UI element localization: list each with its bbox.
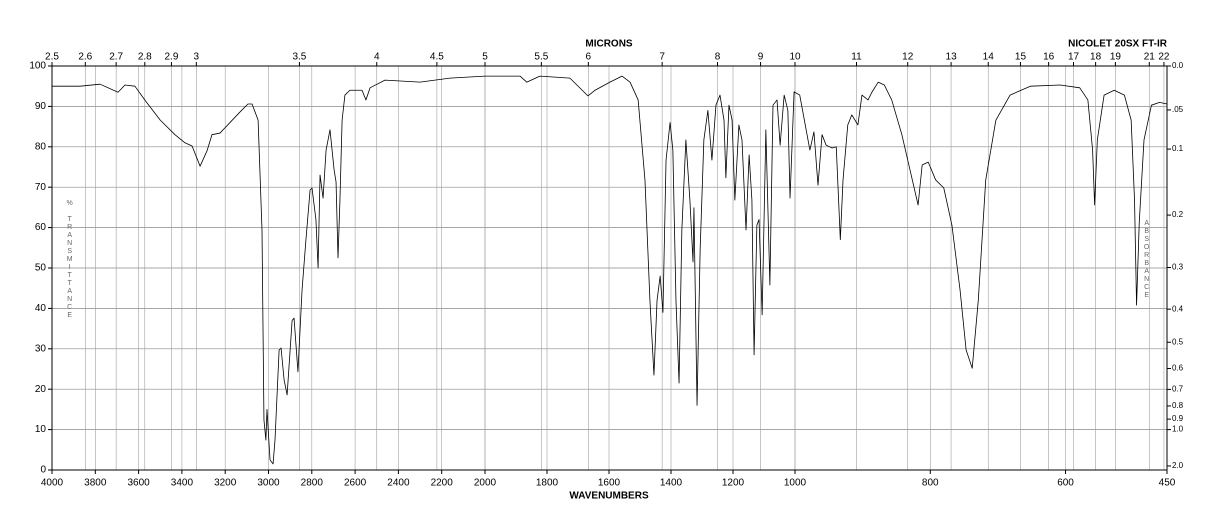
x2-tick-label: 18 [1090, 52, 1102, 63]
y-tick-label: 60 [35, 222, 47, 233]
x2-tick-label: 16 [1043, 52, 1055, 63]
x2-tick-label: 4.5 [430, 52, 444, 63]
y-tick-label: 40 [35, 303, 47, 314]
y2-tick-label: 0.5 [1172, 337, 1184, 346]
x2-tick-label: 17 [1068, 52, 1080, 63]
chart-title: NICOLET 20SX FT-IR [1068, 39, 1168, 50]
y-tick-label: 20 [35, 384, 47, 395]
x-tick-label: 1200 [722, 478, 745, 489]
x2-tick-label: 5.5 [534, 52, 548, 63]
y2-tick-label: .05 [1172, 105, 1184, 114]
y2-tick-label: 0.4 [1172, 304, 1184, 313]
y-axis-label: % TRANSMITTANCE [66, 200, 73, 320]
y2-tick-label: 0.8 [1172, 401, 1184, 410]
x-tick-label: 3000 [257, 478, 280, 489]
x2-tick-label: 2.5 [45, 52, 59, 63]
y2-tick-label: 0.0 [1172, 61, 1184, 70]
x2-tick-label: 2.6 [78, 52, 92, 63]
x-tick-label: 800 [922, 478, 939, 489]
x-tick-label: 4000 [41, 478, 64, 489]
x-tick-label: 3600 [127, 478, 150, 489]
y2-axis-label: ABSORBANCE [1143, 220, 1150, 300]
x-tick-label: 1600 [598, 478, 621, 489]
x-tick-label: 2800 [301, 478, 324, 489]
x2-tick-label: 2.8 [138, 52, 152, 63]
x2-tick-label: 2.7 [109, 52, 123, 63]
y2-tick-label: 0.7 [1172, 385, 1184, 394]
y2-tick-label: 0.9 [1172, 414, 1184, 423]
x2-tick-label: 6 [586, 52, 592, 63]
y2-tick-label: 2.0 [1172, 461, 1184, 470]
y-tick-label: 30 [35, 343, 47, 354]
x2-tick-label: 14 [983, 52, 995, 63]
x-tick-label: 2200 [431, 478, 454, 489]
x-tick-label: 600 [1057, 478, 1074, 489]
y2-tick-label: 0.1 [1172, 144, 1184, 153]
x-tick-label: 3800 [84, 478, 107, 489]
y2-tick-label: 0.3 [1172, 263, 1184, 272]
x2-tick-label: 13 [946, 52, 958, 63]
x2-tick-label: 4 [374, 52, 380, 63]
x-tick-label: 2000 [474, 478, 497, 489]
x-tick-label: 450 [1159, 478, 1176, 489]
y-tick-label: 70 [35, 182, 47, 193]
x2-tick-label: 5 [482, 52, 488, 63]
x2-tick-label: 3.5 [292, 52, 306, 63]
x2-tick-label: 19 [1110, 52, 1122, 63]
x2-axis-label: MICRONS [585, 39, 633, 50]
x2-tick-label: 2.9 [164, 52, 178, 63]
x2-tick-label: 12 [902, 52, 914, 63]
y-tick-label: 10 [35, 424, 47, 435]
x-tick-label: 3400 [171, 478, 194, 489]
y-tick-label: 80 [35, 141, 47, 152]
x-tick-label: 2400 [387, 478, 410, 489]
plot-frame [51, 65, 1168, 471]
y-tick-label: 0 [40, 465, 46, 476]
y-tick-label: 90 [35, 101, 47, 112]
y-tick-label: 50 [35, 263, 47, 274]
x-tick-label: 3200 [214, 478, 237, 489]
y-tick-label: 100 [29, 61, 46, 72]
y2-tick-label: 0.2 [1172, 210, 1184, 219]
x-axis-label: WAVENUMBERS [569, 491, 649, 502]
x2-tick-label: 9 [758, 52, 764, 63]
x-tick-label: 2600 [344, 478, 367, 489]
x2-tick-label: 15 [1015, 52, 1027, 63]
x-tick-label: 1400 [660, 478, 683, 489]
y2-tick-label: 1.0 [1172, 425, 1184, 434]
x2-tick-label: 22 [1158, 52, 1170, 63]
x2-tick-label: 11 [851, 52, 862, 63]
x2-tick-label: 8 [715, 52, 721, 63]
y2-tick-label: 0.6 [1172, 364, 1184, 373]
x-tick-label: 1800 [536, 478, 559, 489]
x2-tick-label: 21 [1144, 52, 1156, 63]
x-tick-label: 1000 [784, 478, 807, 489]
x2-tick-label: 7 [659, 52, 665, 63]
x2-tick-label: 10 [789, 52, 801, 63]
spectrum-line [52, 75, 1168, 465]
x2-tick-label: 3 [194, 52, 200, 63]
